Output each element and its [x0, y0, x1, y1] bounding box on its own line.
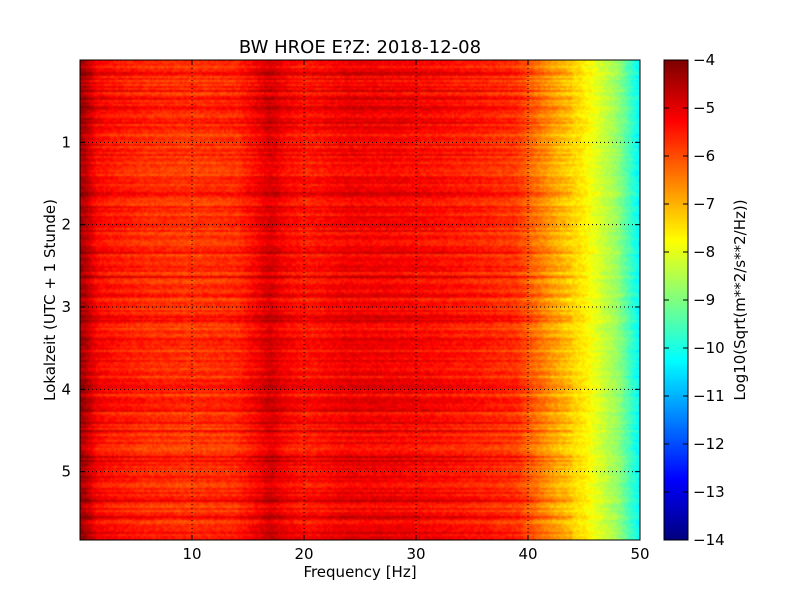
colorbar-ticks: −4 −5 −6 −7 −8 −9 −10 −11 −12 −13 −14 — [664, 51, 725, 549]
y-tick-label: 3 — [61, 298, 71, 316]
colorbar-tick-label: −6 — [693, 147, 715, 165]
plot-frame — [79, 59, 641, 541]
x-tick-label: 30 — [406, 545, 425, 563]
x-tick-label: 50 — [630, 545, 649, 563]
colorbar-tick-label: −5 — [693, 99, 715, 117]
x-tick-label: 10 — [182, 545, 201, 563]
colorbar-tick-label: −14 — [693, 531, 725, 549]
y-tick-label: 1 — [61, 133, 71, 151]
colorbar-tick-label: −12 — [693, 435, 725, 453]
colorbar-tick-label: −7 — [693, 195, 715, 213]
spectrogram-heatmap — [80, 60, 640, 540]
colorbar-tick-label: −4 — [693, 51, 715, 69]
plot-area: 10 20 30 40 50 1 2 3 4 5 — [61, 59, 650, 563]
colorbar: −4 −5 −6 −7 −8 −9 −10 −11 −12 −13 −14 Log10(Sqrt(m… — [663, 51, 749, 549]
colorbar-tick-label: −13 — [693, 483, 725, 501]
chart-title: BW HROE E?Z: 2018-12-08 — [239, 37, 481, 58]
colorbar-tick-label: −8 — [693, 243, 715, 261]
grid-lines — [80, 60, 640, 540]
x-tick-label: 40 — [518, 545, 537, 563]
x-axis-ticks: 10 20 30 40 50 — [182, 60, 650, 563]
y-tick-label: 4 — [61, 380, 71, 398]
y-tick-label: 5 — [61, 463, 71, 481]
colorbar-tick-label: −10 — [693, 339, 725, 357]
colorbar-label: Log10(Sqrt(m**2/s**2/Hz)) — [731, 199, 749, 400]
y-tick-label: 2 — [61, 216, 71, 234]
y-axis-ticks: 1 2 3 4 5 — [61, 133, 640, 481]
colorbar-tick-label: −11 — [693, 387, 725, 405]
y-axis-label: Lokalzeit (UTC + 1 Stunde) — [41, 199, 59, 401]
x-tick-label: 20 — [294, 545, 313, 563]
x-axis-label: Frequency [Hz] — [303, 563, 416, 581]
colorbar-tick-label: −9 — [693, 291, 715, 309]
